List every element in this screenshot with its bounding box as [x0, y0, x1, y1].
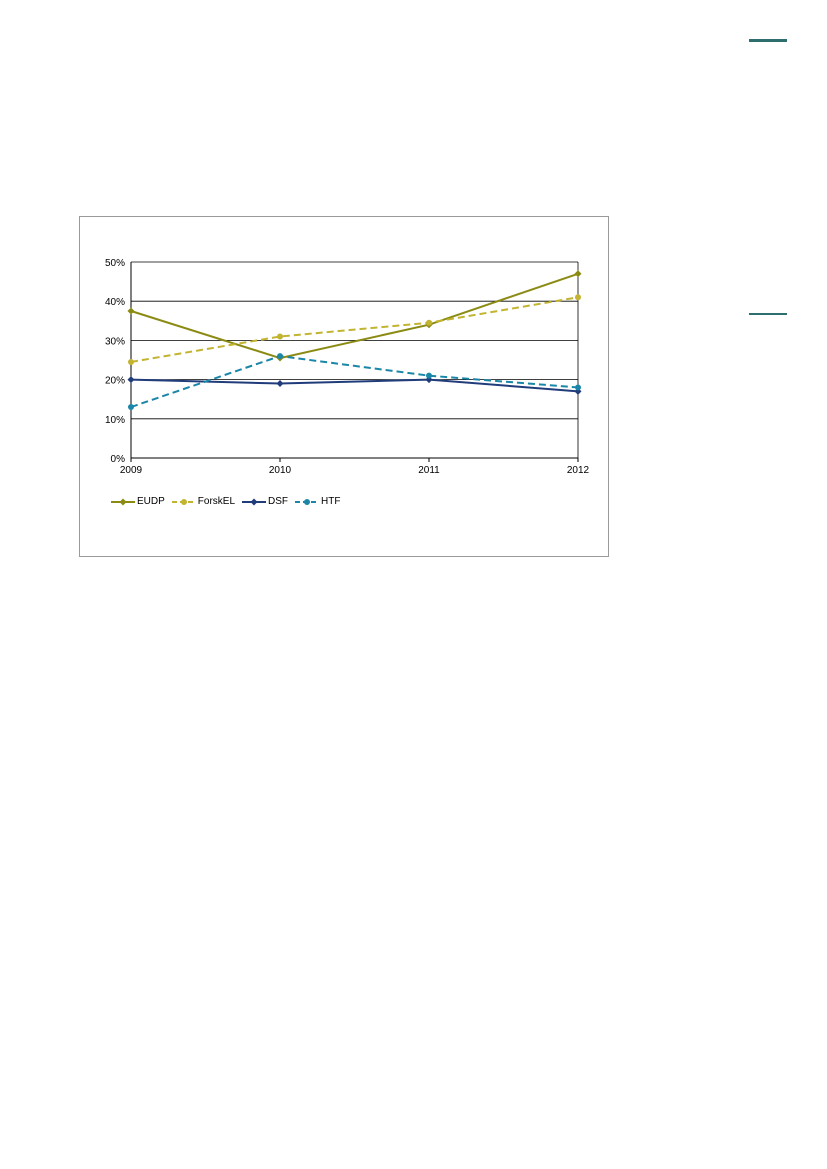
- data-point-forskel: [277, 333, 283, 340]
- chart-legend: EUDP ForskEL DSF HTF: [110, 496, 340, 507]
- margin-accent-rule-middle: [749, 313, 787, 315]
- data-point-htf: [277, 353, 283, 360]
- legend-swatch-eudp: [111, 498, 135, 505]
- y-tick-label: 0%: [111, 454, 126, 465]
- y-tick-label: 40%: [105, 297, 125, 308]
- y-tick-label: 30%: [105, 336, 125, 347]
- data-point-htf: [128, 404, 134, 411]
- data-point-forskel: [426, 319, 432, 326]
- legend-label: EUDP: [137, 496, 165, 507]
- series-line-eudp: [130, 272, 579, 360]
- legend-swatch-htf: [295, 498, 320, 505]
- legend-item-dsf: DSF: [241, 496, 288, 507]
- series-lines: [127, 270, 582, 411]
- legend-item-htf: HTF: [294, 496, 340, 507]
- data-point-eudp: [127, 307, 135, 315]
- data-point-dsf: [574, 387, 582, 395]
- data-point-htf: [426, 372, 432, 379]
- legend-label: ForskEL: [197, 496, 236, 507]
- legend-item-eudp: EUDP: [110, 496, 165, 507]
- series-line-forskel: [130, 296, 579, 363]
- legend-swatch-forskel: [171, 498, 196, 505]
- x-tick-label: 2009: [120, 465, 143, 476]
- chart-canvas: 0% 10% 20% 30% 40% 50% 2009 2010 2011 2012: [105, 258, 590, 476]
- legend-marker-dsf: [250, 498, 258, 505]
- legend-label: HTF: [321, 496, 341, 507]
- margin-accent-rule-top: [749, 39, 787, 42]
- series-forskel: [128, 294, 581, 365]
- data-point-dsf: [127, 376, 135, 384]
- legend-label: DSF: [268, 496, 289, 507]
- y-tick-label: 20%: [105, 376, 125, 387]
- axes: 0% 10% 20% 30% 40% 50% 2009 2010 2011 2012: [105, 258, 590, 476]
- data-point-forskel: [575, 294, 581, 301]
- x-tick-label: 2012: [567, 465, 590, 476]
- legend-marker-forskel: [180, 498, 187, 505]
- legend-marker-eudp: [119, 498, 127, 505]
- line-chart: 0% 10% 20% 30% 40% 50% 2009 2010 2011 2012 EUDP Fo…: [79, 216, 609, 557]
- data-point-htf: [575, 384, 581, 391]
- x-tick-label: 2010: [269, 465, 292, 476]
- y-tick-label: 50%: [105, 258, 125, 269]
- data-point-eudp: [574, 270, 582, 278]
- legend-marker-htf: [304, 498, 311, 505]
- data-point-forskel: [128, 358, 134, 365]
- legend-swatch-dsf: [242, 498, 267, 505]
- series-eudp: [127, 270, 582, 362]
- data-point-dsf: [276, 380, 284, 388]
- y-tick-label: 10%: [105, 415, 125, 426]
- x-tick-label: 2011: [418, 465, 440, 476]
- legend-item-forskel: ForskEL: [171, 496, 235, 507]
- series-line-htf: [130, 355, 579, 408]
- series-htf: [128, 353, 581, 411]
